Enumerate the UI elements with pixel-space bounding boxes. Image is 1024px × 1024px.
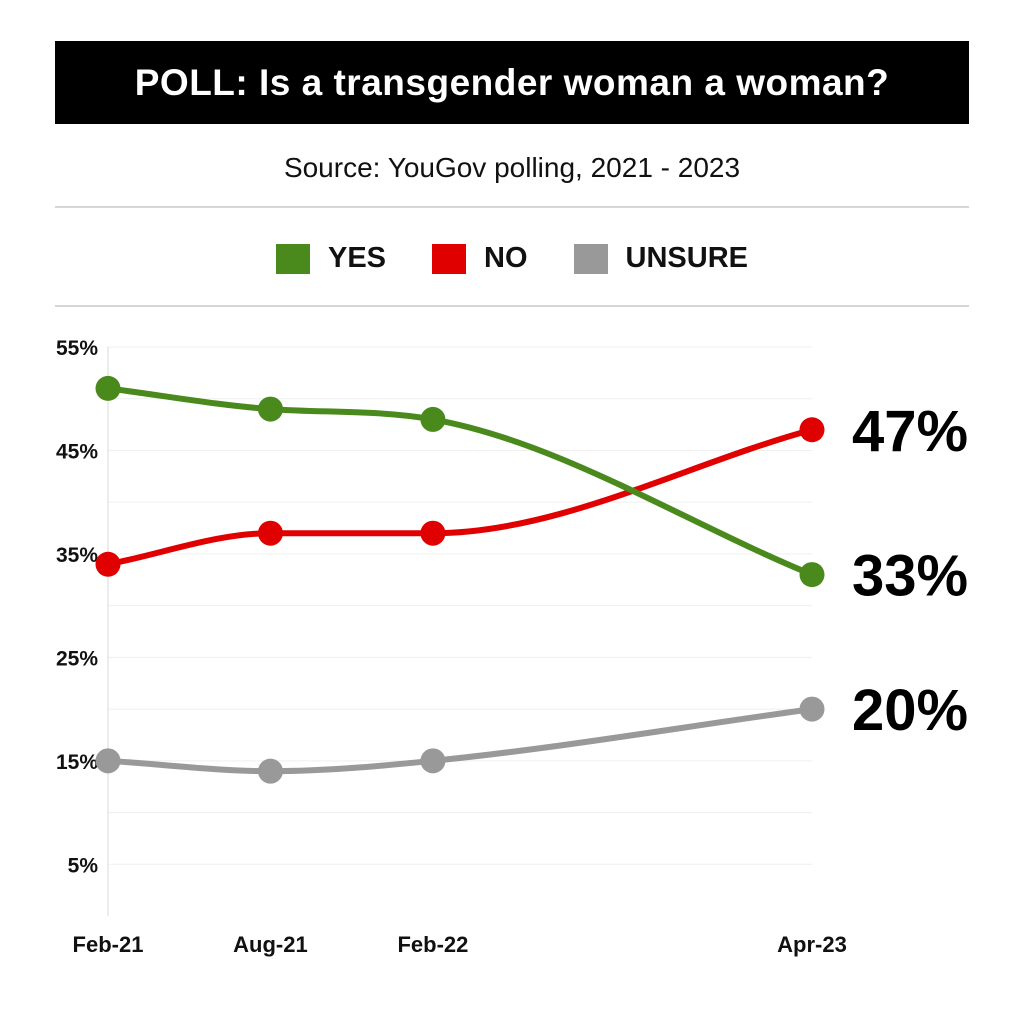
legend-label-yes: YES — [328, 242, 387, 274]
data-point-yes — [257, 396, 283, 422]
legend-swatch-no — [432, 243, 467, 274]
y-tick-label: 15% — [56, 751, 98, 774]
data-point-no — [799, 417, 825, 443]
legend-swatch-unsure — [573, 243, 608, 274]
y-tick-label: 5% — [68, 854, 99, 877]
data-point-unsure — [257, 758, 283, 784]
chart-subtitle: Source: YouGov polling, 2021 - 2023 — [283, 152, 741, 183]
legend: YES NO UNSURE — [0, 242, 1024, 275]
data-point-no — [95, 551, 121, 577]
legend-label-unsure: UNSURE — [625, 242, 748, 274]
legend-label-no: NO — [484, 242, 528, 274]
series-line-unsure — [105, 706, 815, 775]
data-point-unsure — [420, 748, 446, 774]
title-bar: POLL: Is a transgender woman a woman? — [55, 41, 969, 124]
divider-bottom — [55, 305, 969, 307]
legend-item-no: NO — [432, 242, 528, 275]
x-tick-label: Aug-21 — [233, 932, 308, 957]
data-point-unsure — [95, 748, 121, 774]
x-tick-label: Feb-22 — [397, 932, 468, 957]
end-label-unsure: 20% — [852, 678, 968, 743]
x-tick-label: Feb-21 — [73, 932, 144, 957]
data-point-yes — [420, 406, 446, 432]
legend-item-yes: YES — [276, 242, 386, 275]
chart-title: POLL: Is a transgender woman a woman? — [134, 61, 890, 103]
end-label-yes: 33% — [852, 544, 968, 609]
y-tick-label: 45% — [56, 440, 98, 463]
legend-swatch-yes — [276, 243, 310, 274]
data-point-no — [420, 520, 446, 546]
data-point-no — [257, 520, 283, 546]
legend-item-unsure: UNSURE — [573, 242, 748, 275]
y-tick-label: 35% — [56, 544, 98, 567]
series-line-no — [105, 426, 815, 568]
y-tick-label: 25% — [56, 647, 98, 670]
y-tick-label: 55% — [56, 337, 98, 360]
data-point-yes — [95, 375, 121, 401]
data-point-unsure — [799, 696, 825, 722]
series-line-yes — [105, 385, 815, 578]
end-label-no: 47% — [852, 399, 968, 464]
x-tick-label: Apr-23 — [777, 932, 847, 957]
data-point-yes — [799, 562, 825, 588]
divider-top — [55, 206, 969, 208]
